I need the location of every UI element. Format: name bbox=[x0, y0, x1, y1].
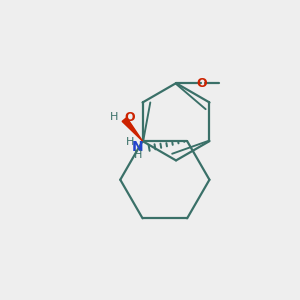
Text: O: O bbox=[196, 77, 207, 90]
Text: H: H bbox=[134, 150, 142, 160]
Text: H: H bbox=[110, 112, 118, 122]
Text: N: N bbox=[132, 140, 144, 154]
Polygon shape bbox=[122, 118, 142, 141]
Text: H: H bbox=[126, 137, 134, 147]
Text: O: O bbox=[124, 111, 135, 124]
